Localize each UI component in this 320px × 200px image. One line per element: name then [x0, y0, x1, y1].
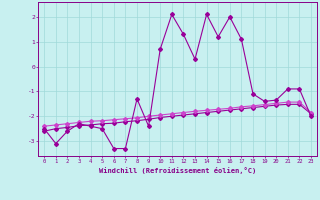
- X-axis label: Windchill (Refroidissement éolien,°C): Windchill (Refroidissement éolien,°C): [99, 167, 256, 174]
